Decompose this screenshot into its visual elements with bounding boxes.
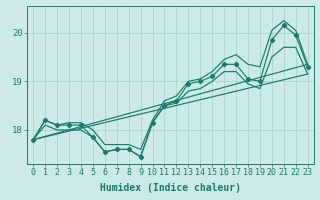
X-axis label: Humidex (Indice chaleur): Humidex (Indice chaleur)	[100, 183, 241, 193]
